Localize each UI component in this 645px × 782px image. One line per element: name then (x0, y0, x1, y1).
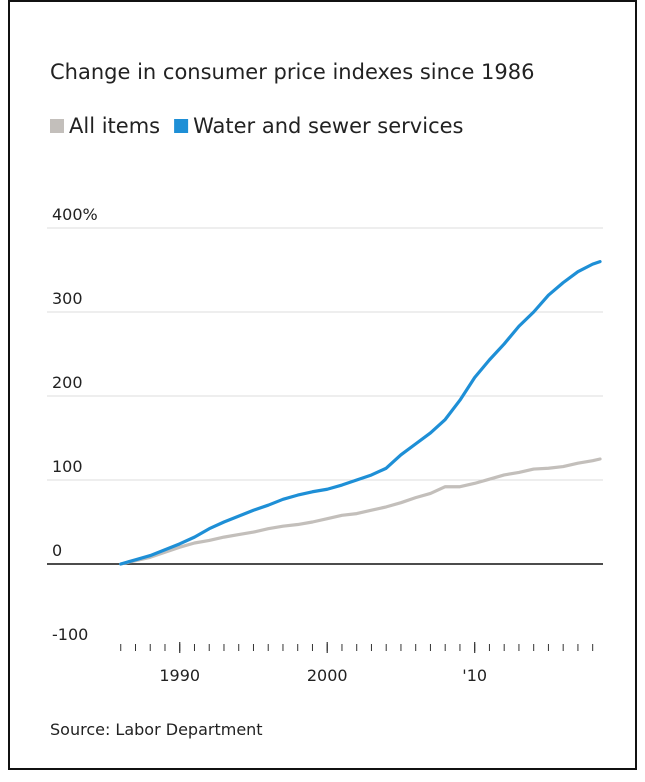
source: Source: Labor Department (50, 720, 263, 739)
y-tick-label: -100 (52, 625, 88, 644)
y-tick-label: 100 (52, 457, 83, 476)
y-tick-label: 200 (52, 373, 83, 392)
y-tick-label: 0 (52, 541, 62, 560)
series-line (119, 457, 602, 566)
legend-swatch (174, 119, 189, 133)
x-tick-label: '10 (462, 666, 487, 685)
chart-title: Change in consumer price indexes since 1… (50, 60, 535, 84)
series-line (119, 260, 602, 566)
frame (8, 0, 637, 770)
x-tick-label: 1990 (159, 666, 200, 685)
legend-swatch (50, 119, 64, 133)
legend-label: All items (69, 114, 160, 138)
y-tick-label: 300 (52, 289, 83, 308)
x-tick-label: 2000 (307, 666, 348, 685)
y-tick-label: 400% (52, 205, 98, 224)
legend-label: Water and sewer services (193, 114, 463, 138)
